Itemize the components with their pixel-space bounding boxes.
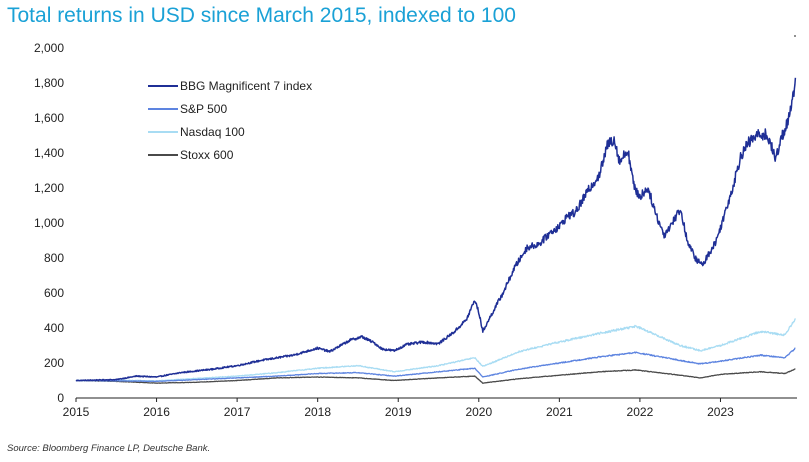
series-line-nasdaq-100 bbox=[75, 318, 796, 382]
series-lines bbox=[75, 77, 797, 384]
series-line-stoxx-600 bbox=[75, 368, 796, 384]
chart-title: Total returns in USD since March 2015, i… bbox=[7, 4, 516, 27]
legend-label: BBG Magnificent 7 index bbox=[180, 79, 312, 93]
legend-label: Nasdaq 100 bbox=[180, 125, 245, 139]
x-tick-label: 2017 bbox=[224, 405, 251, 419]
y-tick-label: 1,600 bbox=[34, 111, 64, 125]
y-tick-label: 1,400 bbox=[34, 146, 64, 160]
x-tick-label: 2020 bbox=[465, 405, 492, 419]
x-tick-label: 2016 bbox=[143, 405, 170, 419]
y-tick-label: 1,000 bbox=[34, 216, 64, 230]
legend-label: Stoxx 600 bbox=[180, 148, 234, 162]
series-line-bbg-magnificent-7-index bbox=[75, 77, 797, 382]
x-tick-label: 2022 bbox=[627, 405, 654, 419]
source-note: Source: Bloomberg Finance LP, Deutsche B… bbox=[7, 443, 211, 454]
x-tick-label: 2023 bbox=[707, 405, 734, 419]
x-tick-label: 2018 bbox=[304, 405, 331, 419]
series-line-s-p-500 bbox=[75, 347, 796, 383]
y-tick-labels: 0 200 400 600 800 1,000 1,200 1,400 1,600 1,800 2,… bbox=[34, 41, 64, 405]
x-tick-label: 2019 bbox=[385, 405, 412, 419]
legend-label: S&P 500 bbox=[180, 102, 227, 116]
x-ticks: 2015 2016 2017 2018 2019 2020 2021 2022 2023 bbox=[63, 398, 734, 419]
y-tick-label: 2,000 bbox=[34, 41, 64, 55]
x-tick-label: 2021 bbox=[546, 405, 573, 419]
y-tick-label: 400 bbox=[44, 321, 64, 335]
y-tick-label: 200 bbox=[44, 356, 64, 370]
y-tick-label: 800 bbox=[44, 251, 64, 265]
legend: BBG Magnificent 7 index S&P 500 Nasdaq 100… bbox=[148, 79, 312, 162]
y-tick-label: 600 bbox=[44, 286, 64, 300]
y-tick-label: 1,800 bbox=[34, 76, 64, 90]
y-tick-label: 0 bbox=[57, 391, 64, 405]
x-tick-label: 2015 bbox=[63, 405, 90, 419]
y-tick-label: 1,200 bbox=[34, 181, 64, 195]
